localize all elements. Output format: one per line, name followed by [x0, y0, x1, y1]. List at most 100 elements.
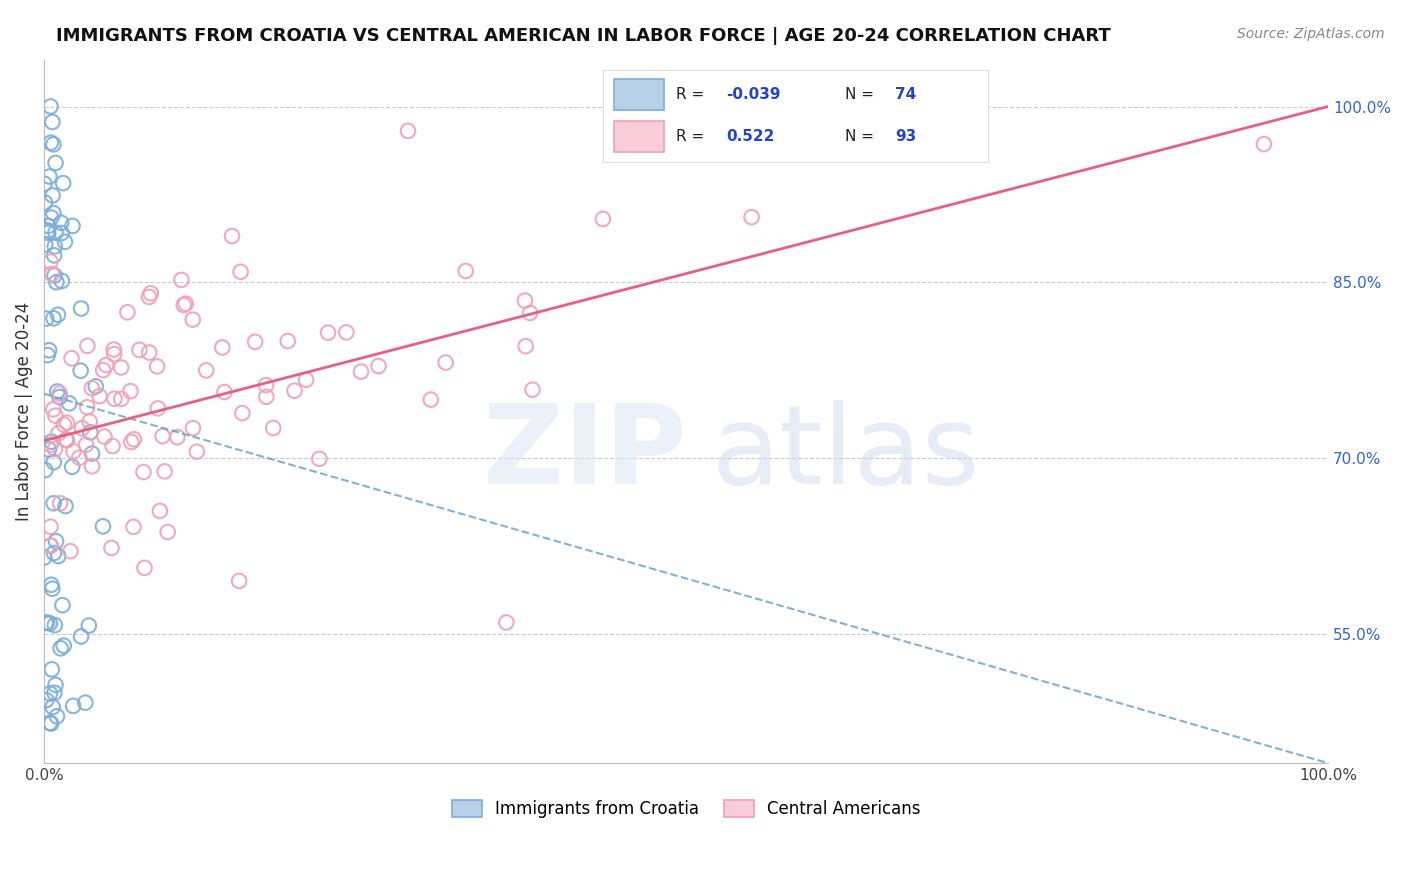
Point: [53, 235, 76, 249]
Point: [89, 389, 111, 403]
Point: [75, 438, 97, 452]
Point: [152, 429, 174, 443]
Point: [67, 450, 90, 465]
Point: [229, 265, 252, 279]
Point: [44, 409, 66, 423]
Point: [42, 455, 65, 469]
Point: [39, 578, 62, 592]
Point: [69, 364, 91, 378]
Point: [513, 293, 536, 308]
Point: [79, 425, 101, 440]
Point: [173, 298, 195, 312]
Point: [39, 520, 62, 534]
Point: [38, 343, 60, 358]
Point: [120, 384, 142, 398]
Legend: Immigrants from Croatia, Central Americans: Immigrants from Croatia, Central America…: [444, 794, 928, 825]
Point: [44, 442, 66, 456]
Point: [62, 698, 84, 713]
Point: [42, 137, 65, 152]
Point: [308, 451, 330, 466]
Point: [335, 326, 357, 340]
Point: [34, 177, 56, 191]
Point: [396, 124, 419, 138]
Point: [174, 296, 197, 310]
Point: [44, 239, 66, 253]
Point: [34, 237, 56, 252]
Point: [45, 156, 67, 170]
Point: [367, 359, 389, 373]
Point: [181, 421, 204, 435]
Point: [96, 358, 118, 372]
Point: [52, 417, 75, 432]
Point: [46, 308, 69, 322]
Point: [122, 520, 145, 534]
Point: [519, 306, 541, 320]
Point: [214, 385, 236, 400]
Point: [49, 496, 72, 510]
Point: [91, 363, 114, 377]
Point: [195, 363, 218, 377]
Point: [39, 136, 62, 150]
Point: [454, 264, 477, 278]
Point: [77, 618, 100, 632]
Point: [41, 188, 63, 202]
Point: [39, 438, 62, 452]
Point: [38, 169, 60, 184]
Point: [49, 216, 72, 230]
Point: [39, 211, 62, 225]
Point: [41, 115, 63, 129]
Point: [55, 433, 77, 447]
Point: [80, 381, 103, 395]
Point: [62, 219, 84, 233]
Point: [41, 700, 63, 714]
Point: [231, 406, 253, 420]
Text: IMMIGRANTS FROM CROATIA VS CENTRAL AMERICAN IN LABOR FORCE | AGE 20-24 CORRELATI: IMMIGRANTS FROM CROATIA VS CENTRAL AMERI…: [56, 27, 1111, 45]
Point: [419, 392, 441, 407]
Point: [39, 99, 62, 113]
Point: [84, 379, 107, 393]
Point: [37, 615, 59, 630]
Point: [128, 343, 150, 357]
Point: [42, 248, 65, 262]
Point: [44, 226, 66, 240]
Point: [55, 433, 77, 447]
Point: [39, 254, 62, 268]
Point: [283, 384, 305, 398]
Point: [166, 430, 188, 444]
Point: [153, 464, 176, 478]
Point: [122, 432, 145, 446]
Point: [262, 421, 284, 435]
Point: [37, 219, 59, 233]
Point: [42, 206, 65, 220]
Point: [49, 386, 72, 401]
Point: [48, 426, 70, 441]
Point: [139, 286, 162, 301]
Point: [211, 341, 233, 355]
Point: [741, 210, 763, 224]
Point: [44, 618, 66, 632]
Point: [37, 348, 59, 362]
Point: [46, 384, 69, 399]
Point: [42, 402, 65, 417]
Point: [62, 444, 84, 458]
Point: [522, 383, 544, 397]
Point: [228, 574, 250, 588]
Point: [170, 273, 193, 287]
Point: [41, 434, 63, 449]
Point: [495, 615, 517, 630]
Point: [58, 396, 80, 410]
Point: [70, 301, 93, 316]
Point: [93, 430, 115, 444]
Point: [254, 378, 277, 392]
Point: [46, 549, 69, 563]
Point: [56, 416, 79, 430]
Point: [45, 275, 67, 289]
Point: [221, 229, 243, 244]
Point: [110, 392, 132, 406]
Point: [38, 715, 60, 730]
Point: [103, 343, 125, 357]
Point: [55, 499, 77, 513]
Point: [149, 504, 172, 518]
Point: [295, 373, 318, 387]
Point: [35, 693, 58, 707]
